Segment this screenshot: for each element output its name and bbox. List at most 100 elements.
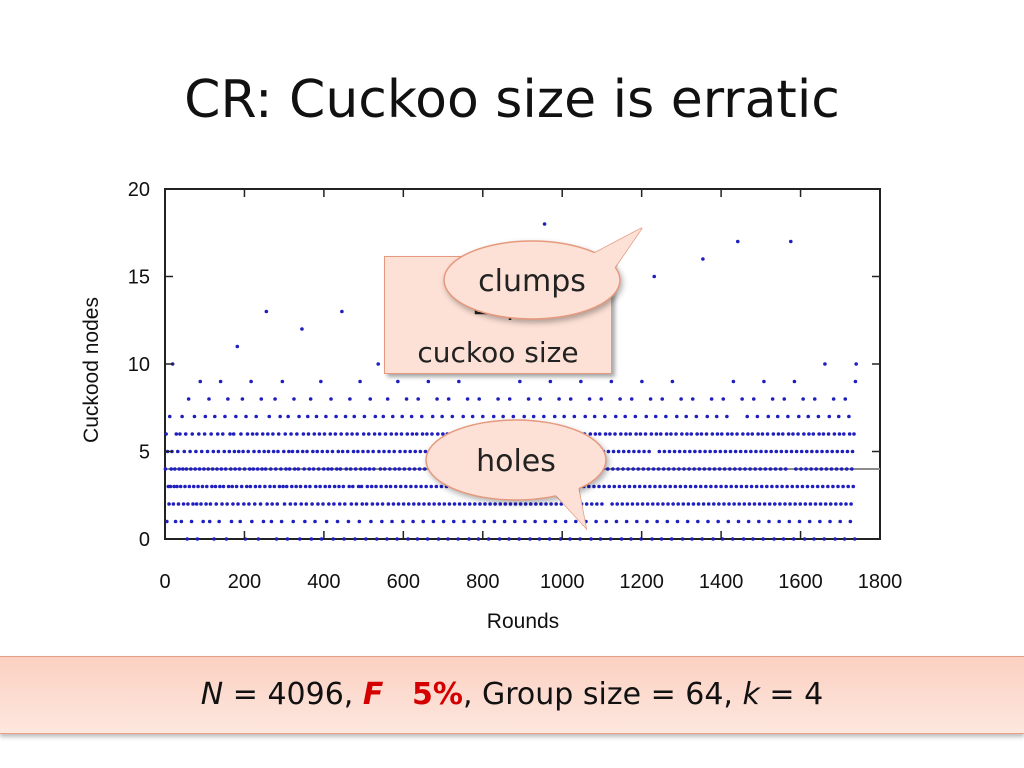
data-point [385, 537, 389, 541]
data-point [792, 379, 797, 384]
data-point [839, 467, 844, 471]
data-point [707, 467, 712, 471]
data-point [637, 484, 642, 489]
data-point [502, 432, 506, 436]
data-point [372, 432, 377, 436]
data-point [343, 414, 348, 419]
data-point [732, 502, 736, 506]
data-point [847, 432, 852, 436]
data-point [382, 449, 386, 454]
data-point [258, 484, 262, 489]
data-point [785, 484, 789, 489]
data-point [268, 467, 273, 471]
data-point [167, 414, 172, 419]
data-point [405, 432, 410, 436]
data-point [604, 519, 609, 524]
data-point [750, 432, 755, 436]
data-point [382, 467, 387, 471]
data-point [389, 432, 394, 436]
data-point [781, 537, 786, 541]
data-point [276, 449, 280, 454]
data-point [851, 484, 856, 489]
data-point [814, 467, 819, 471]
data-point [369, 519, 373, 524]
data-point [519, 467, 524, 471]
data-point [349, 502, 354, 506]
data-point [710, 432, 715, 436]
data-point [482, 519, 487, 524]
data-point [427, 467, 432, 471]
data-point [532, 432, 537, 436]
data-point [533, 519, 537, 524]
data-point [651, 467, 656, 471]
data-point [404, 397, 409, 401]
data-point [504, 449, 509, 454]
data-point [568, 537, 572, 541]
data-point [444, 484, 449, 489]
data-point [706, 519, 710, 524]
data-point [520, 484, 525, 489]
data-point [539, 467, 544, 471]
data-point [461, 414, 466, 419]
data-point [773, 467, 778, 471]
data-point [454, 484, 459, 489]
data-point [771, 432, 776, 436]
data-point [722, 502, 726, 506]
data-point [226, 397, 230, 401]
data-point [238, 519, 243, 524]
data-point [223, 414, 227, 419]
data-point [741, 432, 745, 436]
data-point [756, 432, 760, 436]
data-point [793, 502, 797, 506]
data-point [638, 432, 643, 436]
data-point [266, 449, 271, 454]
data-point [324, 414, 328, 419]
data-point [613, 432, 617, 436]
data-point [397, 467, 402, 471]
data-point [197, 432, 201, 436]
data-point [544, 502, 548, 506]
data-point [477, 397, 481, 401]
data-point [406, 502, 411, 506]
data-point [696, 519, 700, 524]
data-point [347, 484, 351, 489]
data-point [507, 397, 512, 401]
data-point [371, 449, 375, 454]
data-point [381, 414, 386, 419]
x-tick-label: 1600 [778, 571, 823, 593]
callout-line-1: Exp [471, 288, 525, 321]
data-point [623, 414, 627, 419]
data-point [586, 449, 590, 454]
data-point [386, 502, 391, 506]
data-point [787, 519, 792, 524]
data-point [228, 467, 233, 471]
data-point [611, 467, 615, 471]
data-point [221, 484, 226, 489]
data-point [274, 537, 279, 541]
data-point [697, 467, 702, 471]
data-point [783, 502, 787, 506]
data-point [725, 414, 729, 419]
f-value: 5% [412, 677, 463, 712]
data-point [624, 519, 629, 524]
data-point [364, 537, 368, 541]
data-point [746, 432, 750, 436]
data-point [728, 449, 733, 454]
y-tick-label: 20 [128, 179, 150, 201]
data-point [514, 467, 519, 471]
data-point [853, 379, 858, 384]
data-point [517, 537, 521, 541]
data-point [596, 449, 601, 454]
data-point [794, 467, 798, 471]
data-point [736, 519, 741, 524]
data-point [180, 414, 184, 419]
data-point [767, 502, 772, 506]
data-point [212, 414, 217, 419]
data-point [775, 484, 779, 489]
data-point [595, 502, 599, 506]
data-point [316, 502, 320, 506]
data-point [669, 537, 674, 541]
data-point [603, 432, 608, 436]
data-point [522, 414, 527, 419]
data-point [837, 432, 842, 436]
